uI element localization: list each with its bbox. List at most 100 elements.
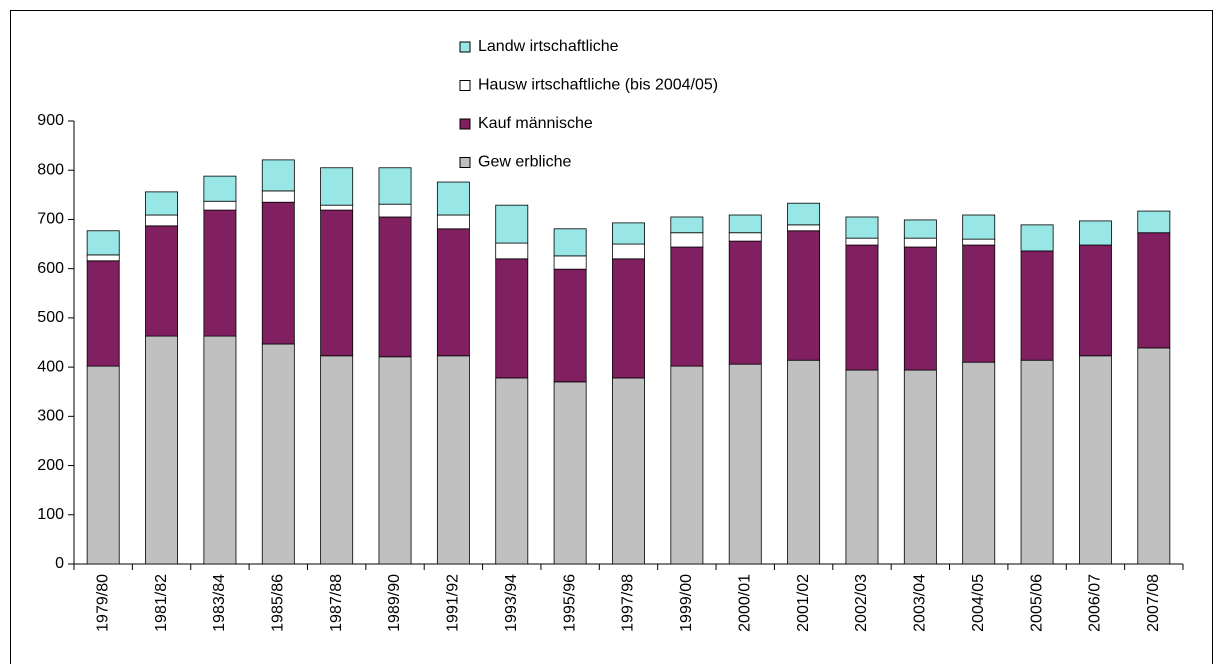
bar-segment (1137, 347, 1171, 565)
bar-segment (320, 209, 354, 357)
x-tick-label: 2001/02 (795, 574, 812, 632)
bar-segment (261, 190, 295, 203)
bar-segment (378, 203, 412, 218)
x-tick-label: 2000/01 (736, 574, 753, 632)
bar-segment (903, 219, 937, 239)
y-tick-label: 700 (37, 211, 64, 228)
bar-segment (1137, 210, 1171, 234)
bar-segment (670, 365, 704, 565)
bar-segment (378, 356, 412, 565)
bar-segment (261, 201, 295, 345)
x-tick-label: 1997/98 (620, 574, 637, 632)
bar-segment (1020, 224, 1054, 252)
bar-segment (1020, 250, 1054, 361)
bar-segment (728, 214, 762, 234)
bar-segment (787, 230, 821, 361)
bar-segment (1078, 220, 1112, 246)
bar-segment (145, 191, 179, 216)
bar-segment (553, 381, 587, 565)
bar-segment (320, 355, 354, 565)
bar-segment (145, 214, 179, 227)
bar-segment (612, 258, 645, 379)
bar-segment (495, 258, 529, 379)
bar-segment (86, 254, 120, 262)
bar-segment (495, 377, 529, 565)
bar-segment (320, 204, 354, 211)
bar-segment (612, 377, 645, 565)
bar-segment (962, 238, 996, 246)
bar-segment (845, 369, 879, 565)
bar-segment (145, 225, 179, 337)
bar-segment (203, 175, 237, 202)
bar-segment (670, 232, 704, 248)
x-tick-label: 1987/88 (328, 574, 345, 632)
y-tick-label: 500 (37, 309, 64, 326)
bar-segment (553, 268, 587, 383)
bar-segment (553, 255, 587, 270)
y-tick-label: 300 (37, 408, 64, 425)
bar-segment (728, 232, 762, 242)
x-tick-label: 2007/08 (1145, 574, 1162, 632)
bar-segment (903, 237, 937, 248)
y-tick-label: 600 (37, 260, 64, 277)
bar-segment (845, 244, 879, 371)
bar-segment (495, 204, 529, 244)
y-tick-label: 0 (55, 555, 64, 572)
bar-segment (495, 242, 529, 260)
bar-segment (612, 222, 645, 245)
bar-segment (1078, 355, 1112, 565)
bar-segment (845, 216, 879, 239)
x-tick-label: 1989/90 (386, 574, 403, 632)
bar-segment (378, 167, 412, 205)
x-tick-label: 2004/05 (970, 574, 987, 632)
bar-segment (203, 335, 237, 565)
bar-segment (436, 228, 470, 357)
bar-segment (962, 214, 996, 240)
y-tick-label: 200 (37, 457, 64, 474)
bar-segment (436, 214, 470, 230)
bar-segment (145, 335, 179, 565)
x-tick-label: 1999/00 (678, 574, 695, 632)
legend-swatch (459, 118, 471, 130)
bar-segment (203, 200, 237, 211)
bar-segment (787, 202, 821, 226)
bar-segment (320, 167, 354, 206)
bar-segment (670, 246, 704, 367)
bar-segment (1078, 244, 1112, 357)
bar-segment (436, 181, 470, 216)
x-tick-label: 2005/06 (1028, 574, 1045, 632)
legend-swatch (459, 157, 471, 168)
bar-segment (845, 237, 879, 246)
legend-swatch (459, 80, 471, 91)
x-tick-label: 2002/03 (853, 574, 870, 632)
y-tick-label: 100 (37, 506, 64, 523)
x-tick-label: 2003/04 (912, 574, 929, 632)
bar-segment (728, 363, 762, 565)
bar-segment (728, 240, 762, 365)
bar-segment (903, 369, 937, 565)
bar-segment (903, 246, 937, 371)
x-tick-label: 1993/94 (503, 574, 520, 632)
bar-segment (787, 359, 821, 565)
x-tick-label: 1991/92 (445, 574, 462, 632)
x-tick-label: 1979/80 (94, 574, 111, 632)
bar-segment (436, 355, 470, 565)
bar-segment (612, 243, 645, 260)
bar-segment (962, 361, 996, 565)
bar-segment (86, 365, 120, 565)
bar-segment (86, 230, 120, 256)
y-tick-label: 400 (37, 358, 64, 375)
legend-label: Hausw irtschaftliche (bis 2004/05) (478, 77, 718, 94)
legend-label: Landw irtschaftliche (478, 38, 619, 55)
legend-label: Kauf männische (478, 115, 593, 132)
bar-segment (553, 228, 587, 257)
y-tick-label: 900 (37, 112, 64, 129)
bar-segment (1137, 232, 1171, 349)
x-tick-label: 2006/07 (1087, 574, 1104, 632)
x-tick-label: 1981/82 (153, 574, 170, 632)
bar-segment (261, 343, 295, 565)
bar-segment (378, 216, 412, 358)
bar-segment (670, 216, 704, 234)
